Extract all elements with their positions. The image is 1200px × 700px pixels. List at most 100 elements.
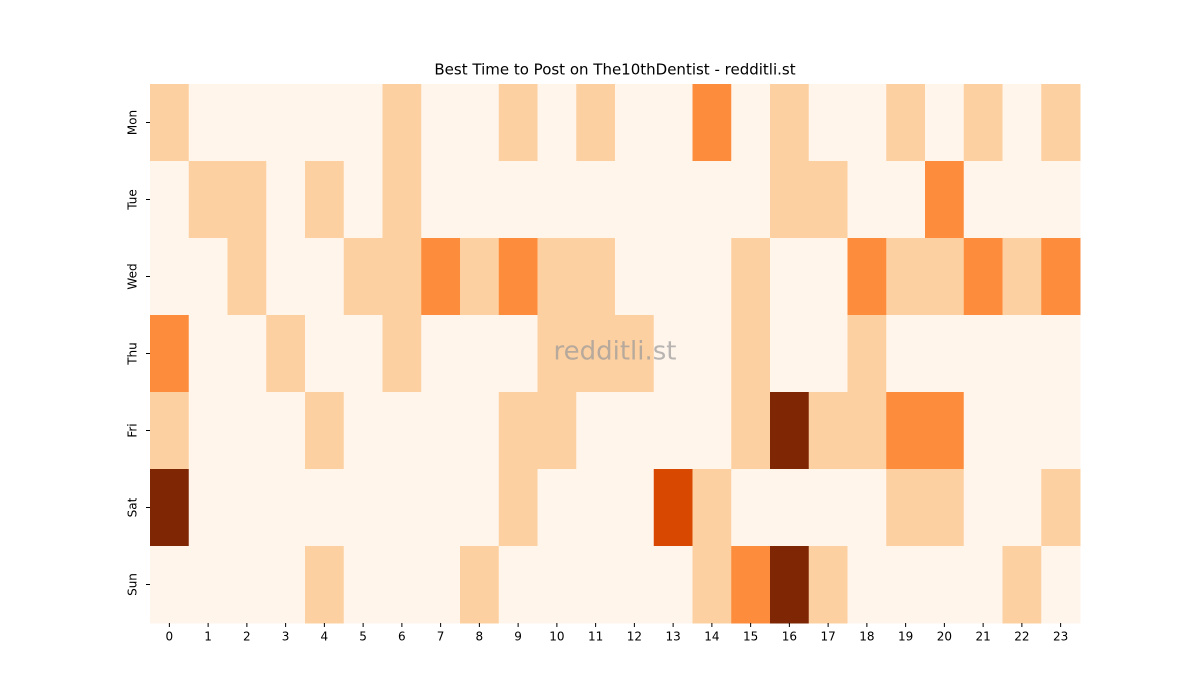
heatmap-cell xyxy=(421,546,461,624)
heatmap-cell xyxy=(770,161,810,239)
heatmap-cell xyxy=(731,238,771,316)
heatmap-cell xyxy=(615,238,655,316)
heatmap-cell xyxy=(808,84,848,162)
heatmap-cell xyxy=(731,546,771,624)
heatmap-cell xyxy=(653,392,693,470)
x-tick-label: 11 xyxy=(588,630,603,644)
heatmap-cell xyxy=(227,469,267,547)
heatmap-cell xyxy=(188,469,228,547)
heatmap-cell xyxy=(847,546,887,624)
heatmap-cell xyxy=(498,84,538,162)
heatmap-cell xyxy=(498,315,538,393)
heatmap-cell xyxy=(305,392,345,470)
heatmap-cell xyxy=(576,469,616,547)
x-tick-label: 16 xyxy=(782,630,797,644)
heatmap-cell xyxy=(615,161,655,239)
heatmap-cell xyxy=(343,84,383,162)
heatmap-cell xyxy=(963,546,1003,624)
heatmap-cell xyxy=(227,84,267,162)
heatmap-cell xyxy=(653,161,693,239)
x-tick-label: 0 xyxy=(166,630,174,644)
heatmap-cell xyxy=(808,469,848,547)
y-tick-label: Wed xyxy=(126,263,140,289)
heatmap-cell xyxy=(808,546,848,624)
heatmap-cell xyxy=(150,238,190,316)
heatmap-cell xyxy=(615,84,655,162)
heatmap-cell xyxy=(615,469,655,547)
x-tick-label: 2 xyxy=(243,630,251,644)
heatmap-cell xyxy=(1002,546,1042,624)
heatmap-cell xyxy=(847,238,887,316)
heatmap-cell xyxy=(150,546,190,624)
heatmap-cell xyxy=(266,315,306,393)
heatmap-cell xyxy=(343,161,383,239)
heatmap-cell xyxy=(653,315,693,393)
heatmap-cell xyxy=(925,238,965,316)
heatmap-cell xyxy=(343,546,383,624)
x-tick-label: 14 xyxy=(704,630,719,644)
heatmap-cell xyxy=(925,392,965,470)
heatmap-cell xyxy=(537,392,577,470)
heatmap-cell xyxy=(1041,238,1081,316)
heatmap-cell xyxy=(305,469,345,547)
x-tick-label: 19 xyxy=(898,630,913,644)
x-tick-label: 12 xyxy=(627,630,642,644)
heatmap-cell xyxy=(537,238,577,316)
heatmap-cell xyxy=(1002,84,1042,162)
heatmap-cell xyxy=(925,546,965,624)
heatmap-cell xyxy=(886,84,926,162)
x-tick-label: 4 xyxy=(321,630,329,644)
heatmap-cell xyxy=(1041,392,1081,470)
heatmap-cell xyxy=(460,238,500,316)
heatmap-cell xyxy=(188,546,228,624)
heatmap-cell xyxy=(963,84,1003,162)
y-tick-label: Fri xyxy=(126,423,140,437)
heatmap-cell xyxy=(305,238,345,316)
heatmap-cell xyxy=(963,161,1003,239)
heatmap-cell xyxy=(925,84,965,162)
heatmap-cell xyxy=(615,315,655,393)
x-tick-label: 18 xyxy=(859,630,874,644)
heatmap-cell xyxy=(460,546,500,624)
heatmap-cell xyxy=(770,238,810,316)
heatmap-cell xyxy=(1002,469,1042,547)
heatmap-cell xyxy=(150,392,190,470)
heatmap-cell xyxy=(537,546,577,624)
x-tick-label: 22 xyxy=(1014,630,1029,644)
heatmap-cell xyxy=(1002,161,1042,239)
heatmap-cell xyxy=(421,238,461,316)
heatmap-cell xyxy=(963,315,1003,393)
x-tick-label: 9 xyxy=(514,630,522,644)
heatmap-cell xyxy=(421,315,461,393)
x-tick-label: 20 xyxy=(937,630,952,644)
x-tick-label: 23 xyxy=(1053,630,1068,644)
heatmap-cell xyxy=(1041,161,1081,239)
heatmap-cell xyxy=(1041,84,1081,162)
heatmap-cell xyxy=(498,546,538,624)
heatmap-cell xyxy=(421,84,461,162)
heatmap-cell xyxy=(150,315,190,393)
heatmap-cell xyxy=(731,161,771,239)
x-tick-label: 10 xyxy=(549,630,564,644)
heatmap-cell xyxy=(305,315,345,393)
heatmap-cell xyxy=(460,469,500,547)
heatmap-cell xyxy=(770,546,810,624)
heatmap-cell xyxy=(576,238,616,316)
heatmap-cell xyxy=(227,238,267,316)
heatmap-cell xyxy=(343,469,383,547)
heatmap-cell xyxy=(692,392,732,470)
heatmap-cell xyxy=(382,546,422,624)
heatmap-cell xyxy=(421,161,461,239)
heatmap-cell xyxy=(537,315,577,393)
heatmap-cell xyxy=(963,392,1003,470)
heatmap-cell xyxy=(653,238,693,316)
y-tick-label: Sun xyxy=(126,573,140,596)
heatmap-cell xyxy=(421,469,461,547)
heatmap-cell xyxy=(808,392,848,470)
x-tick-label: 15 xyxy=(743,630,758,644)
heatmap-cell xyxy=(188,392,228,470)
heatmap-cell xyxy=(460,161,500,239)
heatmap-cell xyxy=(266,161,306,239)
heatmap-cell xyxy=(537,84,577,162)
heatmap-cell xyxy=(847,315,887,393)
